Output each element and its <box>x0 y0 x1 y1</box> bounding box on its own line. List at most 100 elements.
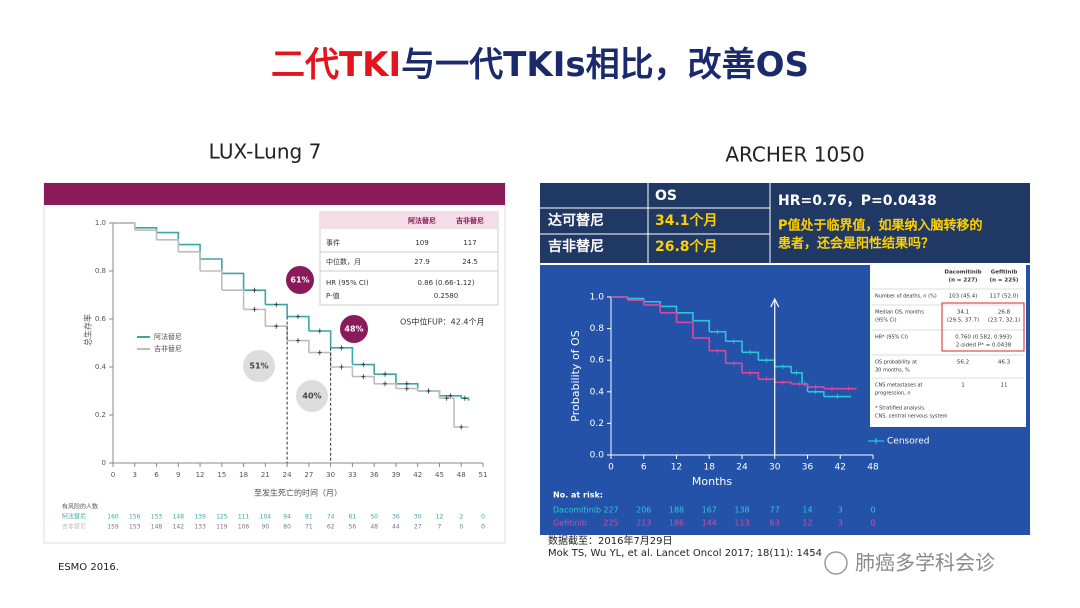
table-footnote: * Stratified analysis. <box>875 406 926 412</box>
risk-value: 27 <box>414 524 422 531</box>
callout-bubble <box>284 264 316 296</box>
table-row-label: Median OS, months <box>875 310 924 316</box>
x-tick-label: 18 <box>704 463 716 473</box>
censor-mark <box>444 395 449 401</box>
km-step <box>200 258 223 274</box>
risk-value: 7 <box>438 524 442 531</box>
y-tick-label: 0.0 <box>590 451 605 461</box>
risk-value: 81 <box>305 514 313 521</box>
km-step <box>692 319 711 332</box>
risk-value: 104 <box>260 514 272 521</box>
km-step <box>742 351 760 361</box>
censor-mark <box>274 302 279 308</box>
risk-value: 125 <box>216 514 228 521</box>
censor-mark <box>339 364 344 370</box>
censor-mark <box>274 323 279 329</box>
censor-mark <box>830 386 835 392</box>
km-step <box>676 312 694 321</box>
legend-label: Censored <box>887 437 929 447</box>
y-tick-label: 0 <box>102 459 106 467</box>
risk-value: 113 <box>734 519 749 528</box>
risk-title: No. at risk: <box>553 491 603 500</box>
callout-label: 40% <box>302 392 321 401</box>
censor-mark <box>339 345 344 351</box>
watermark-icon <box>824 551 848 575</box>
km-step <box>265 325 288 341</box>
table-row-label: progression, n <box>875 391 911 397</box>
censor-mark <box>252 287 257 293</box>
summary-question: 患者，还会是阳性结果吗？ <box>778 236 934 252</box>
y-tick-label: 0.4 <box>95 363 107 371</box>
risk-value: 111 <box>238 514 250 521</box>
watermark: 肺癌多学科会诊 <box>855 551 995 575</box>
km-step <box>330 366 354 377</box>
censor-mark <box>361 362 366 368</box>
table-header <box>320 212 498 229</box>
x-tick-label: 21 <box>261 471 270 479</box>
km-step <box>265 303 288 317</box>
risk-value: 44 <box>392 524 400 531</box>
censor-mark <box>426 388 431 394</box>
km-step <box>742 372 760 380</box>
table-header-label: 阿法替尼 <box>408 216 436 225</box>
risk-row-label: 阿法替尼 <box>62 513 86 521</box>
table-cell: 34.1 <box>957 310 969 316</box>
left-panel-header <box>44 183 505 205</box>
table-cell: 11 <box>1001 383 1008 389</box>
x-tick-label: 9 <box>176 471 180 479</box>
summary-value: 34.1个月 <box>655 212 718 229</box>
risk-value: 139 <box>194 514 206 521</box>
censor-mark <box>715 348 720 354</box>
table-header-n: (n = 227) <box>949 278 978 284</box>
km-step <box>660 305 678 313</box>
table-header-n: (n = 225) <box>990 278 1019 284</box>
risk-row-label: Gefitinib <box>553 519 587 528</box>
x-tick-label: 51 <box>479 471 488 479</box>
summary-drug: 吉非替尼 <box>548 238 604 255</box>
risk-row-label: 吉非替尼 <box>62 523 86 531</box>
table-row-label: Number of deaths, n (%) <box>875 294 937 300</box>
table-header-label: Gefitinib <box>991 270 1018 276</box>
x-tick-label: 48 <box>457 471 466 479</box>
km-step <box>676 321 694 339</box>
x-tick-label: 0 <box>111 471 115 479</box>
table-row-label: (95% CI) <box>875 318 897 324</box>
km-step <box>134 229 158 240</box>
x-tick-label: 12 <box>671 463 682 473</box>
summary-question: P值处于临界值，如果纳入脑转移的 <box>778 218 983 234</box>
x-tick-label: 24 <box>736 463 748 473</box>
table-row-label: CNS metastases at <box>875 383 923 389</box>
x-tick-label: 6 <box>154 471 159 479</box>
x-tick-label: 36 <box>370 471 379 479</box>
summary-header: OS <box>655 188 677 204</box>
table-row-label: OS probability at <box>875 360 917 366</box>
km-step <box>627 299 645 305</box>
censor-mark <box>813 389 818 395</box>
chart-title: ARCHER 1050 <box>725 143 864 167</box>
censor-mark <box>780 379 785 385</box>
risk-value: 71 <box>305 524 313 531</box>
table-cell: P-值 <box>326 291 340 300</box>
x-tick-label: 42 <box>413 471 422 479</box>
censor-mark <box>794 370 799 376</box>
censor-mark <box>731 338 736 344</box>
summary-value: 26.8个月 <box>655 238 718 255</box>
risk-value: 206 <box>636 506 651 515</box>
risk-value: 225 <box>603 519 618 528</box>
y-tick-label: 1.0 <box>590 293 605 303</box>
y-tick-label: 0.4 <box>590 387 605 397</box>
censor-mark <box>813 384 818 390</box>
y-tick-label: 0.6 <box>95 315 107 323</box>
risk-value: 106 <box>238 524 250 531</box>
km-step <box>692 337 711 351</box>
risk-value: 0 <box>459 524 463 531</box>
table-cell: 56.2 <box>957 360 969 366</box>
x-tick-label: 30 <box>326 471 335 479</box>
risk-value: 63 <box>770 519 780 528</box>
table-cell: 1 <box>961 383 965 389</box>
risk-value: 160 <box>107 514 119 521</box>
table-cell: (23.7, 32.1) <box>988 318 1020 324</box>
risk-value: 94 <box>283 514 291 521</box>
censor-mark <box>780 364 785 370</box>
risk-value: 90 <box>262 524 270 531</box>
